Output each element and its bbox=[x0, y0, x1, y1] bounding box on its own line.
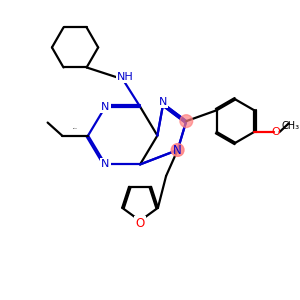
Text: methyl: methyl bbox=[73, 128, 77, 129]
Circle shape bbox=[180, 115, 193, 128]
Text: O: O bbox=[272, 127, 280, 137]
Text: N: N bbox=[159, 97, 167, 107]
Text: O: O bbox=[135, 217, 145, 230]
Text: N: N bbox=[101, 102, 110, 112]
Text: N: N bbox=[173, 143, 182, 157]
Text: N: N bbox=[101, 159, 110, 170]
Text: CH₃: CH₃ bbox=[281, 121, 299, 130]
Text: NH: NH bbox=[117, 72, 134, 82]
Circle shape bbox=[171, 144, 184, 156]
